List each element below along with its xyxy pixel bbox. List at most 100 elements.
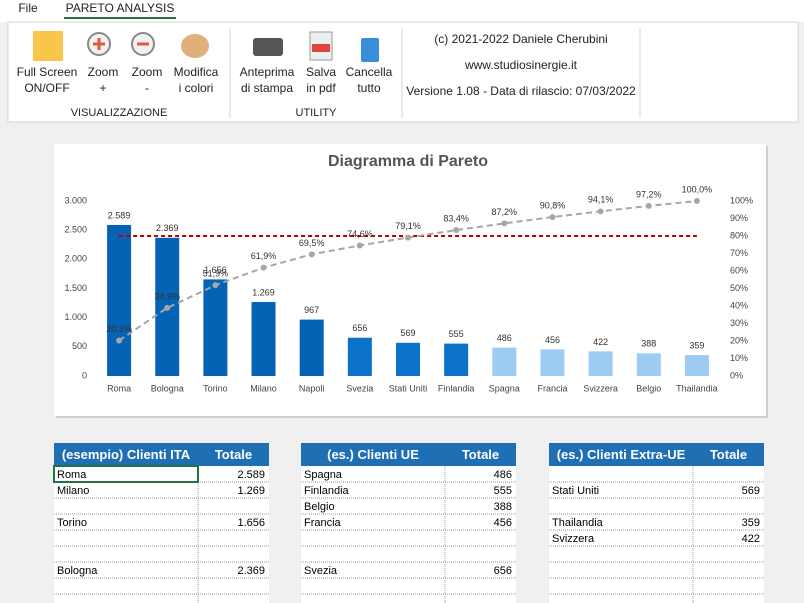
- button-label[interactable]: in pdf: [306, 81, 336, 95]
- y-tick-label: 1.500: [64, 283, 87, 293]
- cumulative-point: [645, 202, 652, 209]
- button-label[interactable]: Full Screen: [17, 65, 78, 79]
- chart-title: Diagramma di Pareto: [328, 153, 488, 170]
- bar: [492, 347, 517, 376]
- cumulative-point: [597, 208, 604, 215]
- y-tick-label: 500: [72, 341, 87, 351]
- table-header: [54, 443, 269, 466]
- info-text: Versione 1.08 - Data di rilascio: 07/03/…: [406, 84, 636, 98]
- y2-tick-label: 70%: [730, 248, 748, 258]
- header-cell: Totale: [710, 447, 747, 462]
- button-label[interactable]: Modifica: [174, 65, 219, 79]
- cell[interactable]: 388: [494, 501, 512, 513]
- cumulative-point: [453, 227, 460, 234]
- cell[interactable]: Spagna: [304, 469, 343, 481]
- y2-tick-label: 0%: [730, 370, 743, 380]
- button-label[interactable]: ON/OFF: [24, 81, 69, 95]
- y2-tick-label: 90%: [730, 213, 748, 223]
- header-cell: Totale: [462, 447, 499, 462]
- button-label[interactable]: -: [145, 81, 149, 95]
- bar-value-label: 1.269: [252, 287, 275, 297]
- cumulative-point: [356, 242, 363, 249]
- print-icon[interactable]: [253, 38, 283, 56]
- table-body: [54, 466, 269, 603]
- button-label[interactable]: Zoom: [88, 65, 119, 79]
- cumulative-label: 94,1%: [588, 195, 614, 205]
- cumulative-point: [308, 251, 315, 258]
- cell[interactable]: Torino: [57, 517, 87, 529]
- cell[interactable]: 456: [494, 517, 512, 529]
- header-cell: (esempio) Clienti ITA: [62, 447, 191, 462]
- button-label[interactable]: Salva: [306, 65, 336, 79]
- bar-value-label: 1.656: [204, 265, 227, 275]
- cell[interactable]: Milano: [57, 485, 89, 497]
- bar-value-label: 359: [689, 340, 704, 350]
- cell[interactable]: Francia: [304, 517, 342, 529]
- cell[interactable]: Finlandia: [304, 485, 350, 497]
- bar: [396, 342, 420, 376]
- cumulative-label: 87,2%: [492, 207, 518, 217]
- table-header: [301, 443, 516, 466]
- cell[interactable]: Thailandia: [552, 517, 604, 529]
- cumulative-point: [260, 264, 267, 271]
- x-tick-label: Svezia: [346, 383, 373, 393]
- y2-tick-label: 100%: [730, 195, 753, 205]
- bar: [347, 337, 372, 376]
- bar: [636, 353, 661, 376]
- header-cell: (es.) Clienti Extra-UE: [557, 447, 686, 462]
- ribbon-tab[interactable]: PARETO ANALYSIS: [66, 1, 175, 15]
- button-label[interactable]: i colori: [179, 81, 214, 95]
- cell[interactable]: Bologna: [57, 565, 98, 577]
- fullscreen-icon[interactable]: [33, 31, 63, 61]
- y2-tick-label: 50%: [730, 283, 748, 293]
- bar: [107, 224, 132, 376]
- cell[interactable]: Svezia: [304, 565, 338, 577]
- cell[interactable]: 656: [494, 565, 512, 577]
- cumulative-point: [116, 337, 123, 344]
- cell[interactable]: 486: [494, 469, 512, 481]
- button-label[interactable]: +: [99, 81, 106, 95]
- cell[interactable]: 569: [742, 485, 760, 497]
- y2-tick-label: 60%: [730, 265, 748, 275]
- cell[interactable]: Belgio: [304, 501, 335, 513]
- bar: [684, 355, 709, 376]
- tab-bar: [0, 0, 804, 22]
- table-header: [549, 443, 764, 466]
- cell[interactable]: Roma: [57, 469, 87, 481]
- cell[interactable]: Svizzera: [552, 533, 595, 545]
- cell[interactable]: 2.589: [237, 469, 265, 481]
- bar-value-label: 486: [497, 333, 512, 343]
- cell[interactable]: 422: [742, 533, 760, 545]
- palette-icon[interactable]: [181, 34, 209, 58]
- cumulative-point: [693, 198, 700, 204]
- x-tick-label: Spagna: [489, 383, 520, 393]
- bar-value-label: 967: [304, 305, 319, 315]
- y-tick-label: 1.000: [64, 312, 87, 322]
- cumulative-label: 79,1%: [395, 221, 421, 231]
- cumulative-point: [549, 214, 556, 221]
- pdf-badge: [312, 44, 330, 52]
- button-label[interactable]: Zoom: [132, 65, 163, 79]
- cell[interactable]: 1.656: [237, 517, 265, 529]
- cell[interactable]: Stati Uniti: [552, 485, 599, 497]
- x-tick-label: Torino: [203, 383, 228, 393]
- cumulative-label: 69,5%: [299, 238, 325, 248]
- y2-tick-label: 40%: [730, 300, 748, 310]
- trash-icon[interactable]: [361, 38, 379, 62]
- cell[interactable]: 1.269: [237, 485, 265, 497]
- cell[interactable]: 359: [742, 517, 760, 529]
- x-tick-label: Svizzera: [583, 383, 618, 393]
- button-label[interactable]: di stampa: [241, 81, 293, 95]
- x-tick-label: Thailandia: [676, 383, 718, 393]
- x-tick-label: Milano: [250, 383, 277, 393]
- ribbon-tab[interactable]: File: [18, 1, 38, 15]
- cell[interactable]: 2.369: [237, 565, 265, 577]
- x-tick-label: Stati Uniti: [389, 383, 428, 393]
- cell[interactable]: 555: [494, 485, 512, 497]
- button-label[interactable]: tutto: [357, 81, 381, 95]
- cumulative-label: 100,0%: [682, 184, 713, 194]
- group-label: VISUALIZZAZIONE: [71, 107, 168, 119]
- button-label[interactable]: Anteprima: [240, 65, 295, 79]
- button-label[interactable]: Cancella: [346, 65, 393, 79]
